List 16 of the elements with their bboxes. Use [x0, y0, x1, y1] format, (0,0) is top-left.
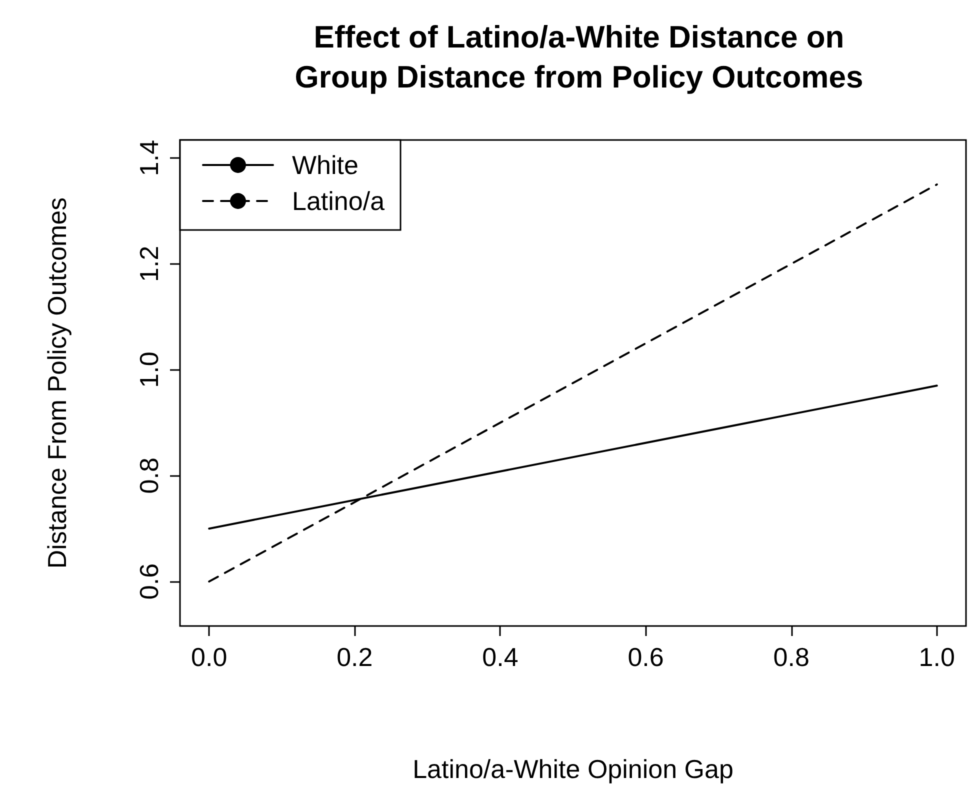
y-tick-label: 0.8 [134, 458, 164, 494]
x-tick-label: 0.2 [336, 642, 373, 672]
y-axis-title: Distance From Policy Outcomes [42, 197, 72, 569]
x-tick-label: 0.6 [628, 642, 664, 672]
y-tick-label: 1.2 [134, 246, 164, 282]
legend-label: Latino/a [292, 186, 386, 216]
y-tick-label: 1.0 [134, 352, 164, 388]
chart-title: Effect of Latino/a-White Distance on Group Distance from Policy Outcomes [294, 20, 864, 94]
x-tick-label: 0.4 [482, 642, 518, 672]
y-tick-label: 0.6 [134, 563, 164, 600]
y-tick-label: 1.4 [134, 140, 164, 176]
legend-label: White [292, 150, 358, 180]
x-axis-title: Latino/a-White Opinion Gap [412, 754, 734, 784]
x-tick-label: 0.8 [773, 642, 810, 672]
x-tick-label: 1.0 [918, 642, 955, 672]
x-tick-label: 0.0 [191, 642, 228, 672]
